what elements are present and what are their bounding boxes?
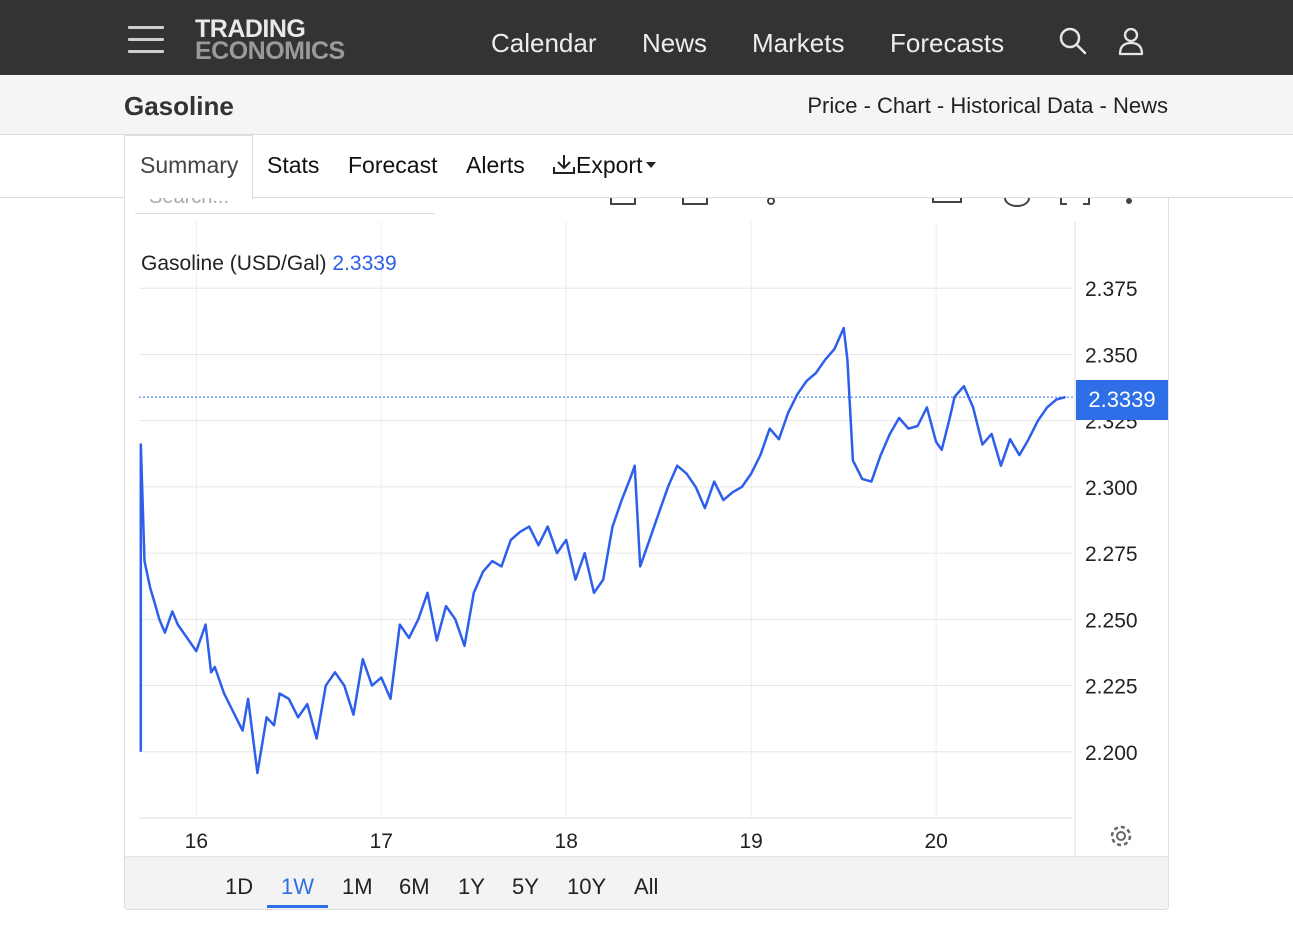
user-icon[interactable] — [1117, 26, 1147, 61]
x-tick-label: 20 — [924, 830, 947, 853]
chart-legend: Gasoline (USD/Gal) 2.3339 — [141, 252, 397, 276]
toolbar-icon[interactable] — [767, 198, 775, 205]
subnav-separator: - — [857, 93, 878, 118]
x-tick-label: 16 — [185, 830, 208, 853]
subnav-news[interactable]: News — [1112, 93, 1168, 118]
toolbar-icon[interactable] — [610, 198, 636, 205]
range-5y[interactable]: 5Y — [512, 874, 539, 899]
top-navbar: TRADING ECONOMICS Calendar News Markets … — [0, 0, 1293, 75]
chart-toolbar-icons — [610, 198, 1132, 207]
tab-summary[interactable]: Summary — [140, 152, 239, 178]
tab-forecast[interactable]: Forecast — [348, 152, 438, 178]
sub-header: Gasoline Price - Chart - Historical Data… — [0, 75, 1293, 135]
series-line — [139, 326, 1066, 775]
download-icon — [553, 155, 575, 174]
logo[interactable]: TRADING ECONOMICS — [195, 15, 345, 65]
export-label: Export — [576, 152, 643, 178]
range-6m[interactable]: 6M — [399, 874, 430, 899]
range-all[interactable]: All — [634, 874, 659, 899]
legend-series-label: Gasoline (USD/Gal) — [141, 252, 327, 275]
tab-summary-frame — [124, 135, 253, 199]
x-tick-label: 17 — [370, 830, 393, 853]
y-tick-label: 2.375 — [1085, 278, 1138, 301]
range-1y[interactable]: 1Y — [458, 874, 485, 899]
legend-last-value: 2.3339 — [332, 252, 397, 275]
range-selector: 1D 1W 1M 6M 1Y 5Y 10Y All — [125, 856, 1168, 909]
chart-container: Search... 2.2002.2252.2502.2752.3002.325… — [124, 198, 1169, 910]
caret-down-icon — [646, 162, 657, 168]
menu-icon[interactable] — [128, 26, 164, 54]
nav-calendar[interactable]: Calendar — [491, 28, 597, 58]
nav-markets[interactable]: Markets — [752, 28, 845, 58]
page-title: Gasoline — [124, 91, 234, 121]
y-tick-label: 2.250 — [1085, 609, 1138, 632]
y-tick-label: 2.200 — [1085, 742, 1138, 765]
subnav-separator: - — [930, 93, 951, 118]
toolbar-icon[interactable] — [932, 198, 962, 203]
toolbar-icon[interactable] — [682, 198, 708, 205]
chart-settings-icon[interactable] — [1108, 823, 1134, 854]
logo-line2: ECONOMICS — [195, 37, 345, 65]
tab-bar: Summary Stats Forecast Alerts Export — [0, 135, 1293, 199]
chart-search-input[interactable]: Search... — [135, 198, 435, 214]
export-button[interactable]: Export — [552, 152, 658, 179]
last-price-badge: 2.3339 — [1076, 380, 1168, 420]
range-active-underline — [267, 905, 328, 908]
search-icon[interactable] — [1058, 26, 1088, 61]
x-tick-label: 18 — [555, 830, 578, 853]
subnav-chart[interactable]: Chart — [877, 93, 931, 118]
y-tick-label: 2.225 — [1085, 676, 1138, 699]
subnav-historical-data[interactable]: Historical Data — [950, 93, 1094, 118]
tab-stats[interactable]: Stats — [267, 152, 320, 178]
x-tick-label: 19 — [740, 830, 763, 853]
logo-line1: TRADING — [195, 15, 306, 43]
nav-forecasts[interactable]: Forecasts — [890, 28, 1005, 58]
range-1d[interactable]: 1D — [225, 874, 254, 899]
sub-nav: Price - Chart - Historical Data - News — [807, 93, 1168, 119]
more-icon[interactable] — [1126, 198, 1132, 204]
range-1w[interactable]: 1W — [281, 874, 314, 899]
y-tick-label: 2.350 — [1085, 344, 1138, 367]
y-tick-label: 2.275 — [1085, 543, 1138, 566]
toolbar-icon[interactable] — [1004, 198, 1030, 207]
tab-alerts[interactable]: Alerts — [466, 152, 525, 178]
y-tick-label: 2.300 — [1085, 477, 1138, 500]
nav-news[interactable]: News — [642, 28, 708, 58]
subnav-price[interactable]: Price — [807, 93, 858, 118]
chart-search-placeholder: Search... — [149, 198, 229, 208]
range-10y[interactable]: 10Y — [567, 874, 607, 899]
range-1m[interactable]: 1M — [342, 874, 373, 899]
subnav-separator: - — [1093, 93, 1113, 118]
price-chart[interactable]: 2.2002.2252.2502.2752.3002.3252.3502.375… — [125, 198, 1168, 858]
fullscreen-icon[interactable] — [1060, 198, 1090, 205]
